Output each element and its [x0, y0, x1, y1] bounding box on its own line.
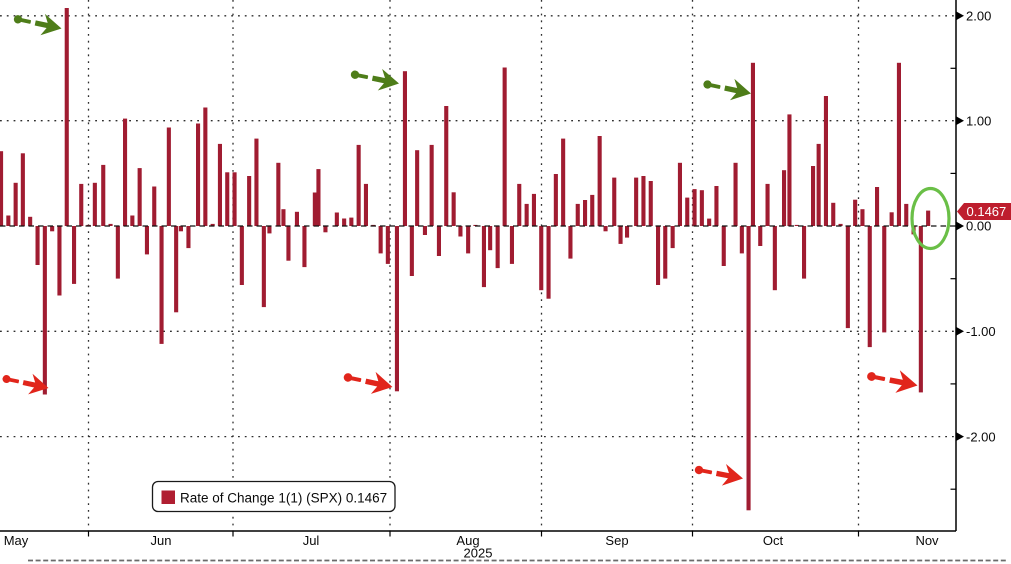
- svg-text:1.00: 1.00: [966, 113, 991, 128]
- svg-text:-1.00: -1.00: [966, 324, 996, 339]
- svg-text:2025: 2025: [464, 546, 493, 561]
- svg-text:Oct: Oct: [763, 533, 784, 548]
- svg-text:Nov: Nov: [915, 533, 939, 548]
- svg-text:2.00: 2.00: [966, 9, 991, 24]
- svg-text:Jun: Jun: [151, 533, 172, 548]
- svg-text:Jul: Jul: [303, 533, 320, 548]
- svg-text:0.1467: 0.1467: [967, 204, 1007, 219]
- svg-text:-2.00: -2.00: [966, 429, 996, 444]
- svg-text:0.00: 0.00: [966, 219, 991, 234]
- svg-text:Rate of Change 1(1) (SPX) 0.1: Rate of Change 1(1) (SPX) 0.1467: [180, 491, 387, 506]
- svg-text:May: May: [4, 533, 29, 548]
- svg-text:Sep: Sep: [605, 533, 628, 548]
- svg-text:Aug: Aug: [456, 533, 479, 548]
